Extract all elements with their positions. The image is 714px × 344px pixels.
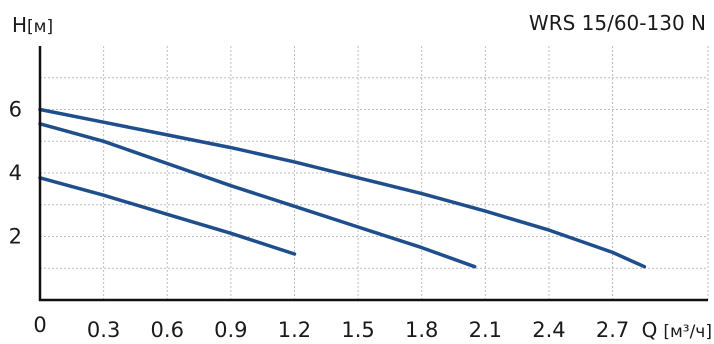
tick-labels: 0 0.3 0.6 0.9 1.2 1.5 1.8 2.1 2.4 2.7 2 4 6 [9,98,630,343]
x-tick-label: 0.9 [214,318,247,342]
y-axis-symbol: H [12,13,27,37]
x-tick-label: 2.7 [596,318,629,342]
pump-curve-line [38,107,647,269]
x-tick-label: 2.1 [469,318,502,342]
x-axis-label: Q [м³/ч] [642,318,712,342]
x-tick-label: 1.8 [405,318,438,342]
y-tick-label: 2 [9,225,22,249]
chart-title: WRS 15/60-130 N [529,11,706,35]
pump-curve-line [38,122,477,269]
x-tick-label: 0.3 [87,318,120,342]
y-tick-label: 6 [9,98,22,122]
x-tick-label: 1.2 [278,318,311,342]
x-axis-unit: [м³/ч] [663,322,712,342]
series-group [38,107,647,269]
x-tick-label: 0 [33,313,46,337]
x-axis-symbol: Q [642,318,658,342]
y-tick-label: 4 [9,161,22,185]
y-axis-unit: [м] [27,17,53,37]
x-tick-label: 1.5 [341,318,374,342]
pump-curve-line [38,176,297,256]
x-tick-label: 2.4 [532,318,565,342]
axes [38,46,708,302]
x-tick-label: 0.6 [151,318,184,342]
grid [40,46,709,300]
y-axis-label: H[м] [12,13,53,37]
